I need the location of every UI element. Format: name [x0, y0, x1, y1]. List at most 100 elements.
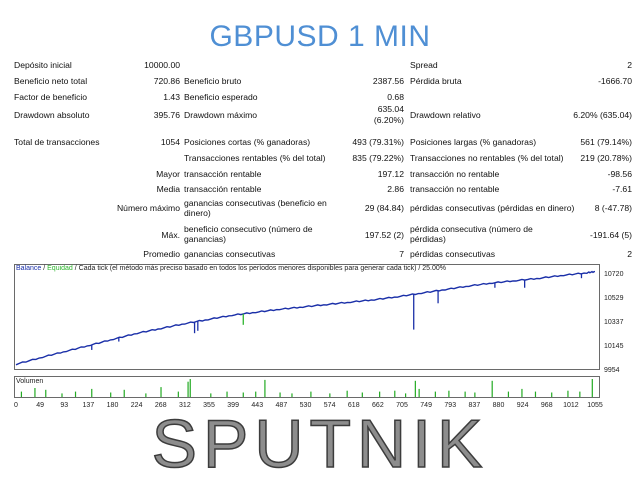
x-tick-label: 355: [203, 402, 215, 409]
x-tick-label: 530: [299, 402, 312, 409]
maximal-cons-loss-value: -191.64 (5): [589, 230, 632, 240]
spread-label: Spread: [410, 60, 438, 70]
largest-profit-label: transacción rentable: [184, 169, 262, 179]
volume-bar: [361, 392, 363, 397]
page-title: GBPUSD 1 MIN: [209, 20, 431, 53]
volume-bar: [329, 393, 331, 397]
x-tick-label: 49: [36, 402, 45, 409]
x-tick-label: 487: [275, 402, 288, 409]
x-tick-label: 793: [444, 402, 457, 409]
volume-bar: [291, 393, 293, 397]
x-tick-label: 662: [372, 402, 384, 409]
rel-dd-value: 6.20% (635.04): [573, 110, 632, 120]
avg-cons-losses-label: pérdidas consecutivas: [410, 249, 496, 259]
volume-bar: [346, 390, 348, 397]
volume-bar: [255, 391, 257, 397]
volume-bar: [91, 388, 93, 397]
volume-bar: [405, 393, 407, 397]
y-tick-label: 9954: [604, 367, 620, 374]
balance-chart: [15, 270, 596, 366]
x-tick-label: 224: [130, 402, 143, 409]
volume-bar: [394, 390, 396, 397]
volume-bar: [434, 391, 436, 397]
volume-bar: [210, 393, 212, 397]
x-tick-label: 924: [516, 402, 529, 409]
x-tick-label: 399: [227, 402, 239, 409]
largest-loss-value: -98.56: [607, 169, 632, 179]
volume-bar: [379, 391, 381, 397]
loss-trades-label: Transacciones no rentables (% del total): [410, 153, 564, 163]
legend-balance: Balance: [16, 265, 42, 272]
x-tick-label: 880: [492, 402, 505, 409]
max-cons-losses-value: 8 (-47.78): [594, 203, 632, 213]
x-tick-label: 1012: [563, 402, 579, 409]
volume-bar: [491, 380, 493, 397]
maximal-cons-profit-value: 197.52 (2): [364, 230, 404, 240]
volume-bar: [534, 391, 537, 397]
x-tick-label: 968: [540, 402, 553, 409]
y-tick-label: 10529: [604, 295, 624, 302]
legend-description: / Cada tick (el método más preciso basad…: [72, 265, 446, 272]
volume-bar: [242, 392, 244, 397]
x-tick-label: 574: [323, 402, 336, 409]
long-value: 561 (79.14%): [580, 137, 632, 147]
chart-legend: Balance / Equidad / Cada tick (el método…: [16, 265, 446, 272]
legend-separator: /: [41, 265, 48, 272]
x-tick-label: 137: [82, 402, 95, 409]
y-tick-label: 10337: [604, 319, 624, 326]
largest-loss-label: transacción no rentable: [410, 169, 500, 179]
average-loss-label: transacción no rentable: [410, 184, 500, 194]
average-loss-value: -7.61: [612, 184, 632, 194]
max-dd-value-amount: 635.04: [377, 104, 404, 114]
volume-bar: [187, 381, 189, 397]
max-cons-wins-label: ganancias consecutivas (beneficio en din…: [184, 198, 327, 218]
volume-bar: [567, 390, 569, 397]
avg-cons-losses-value: 2: [627, 249, 632, 259]
short-value: 493 (79.31%): [352, 137, 404, 147]
gross-loss-value: -1666.70: [598, 76, 632, 86]
x-tick-label: 268: [154, 402, 167, 409]
long-label: Posiciones largas (% ganadoras): [410, 137, 537, 147]
max-label: Número máximo: [116, 203, 180, 213]
volume-bar: [448, 390, 450, 397]
volume-bar: [20, 391, 23, 397]
rel-dd-label: Drawdown relativo: [410, 110, 481, 120]
volume-bar: [74, 391, 77, 397]
profit-factor-label: Factor de beneficio: [14, 92, 88, 102]
x-tick-label: 618: [347, 402, 360, 409]
avg-label: Promedio: [143, 249, 180, 259]
max-cons-losses-label: pérdidas consecutivas (pérdidas en diner…: [410, 203, 575, 213]
y-tick-label: 10145: [604, 343, 624, 350]
volume-chart: [20, 379, 593, 397]
net-profit-label: Beneficio neto total: [14, 76, 88, 86]
net-profit-value: 720.86: [153, 76, 180, 86]
volume-bar: [418, 388, 420, 397]
profit-factor-value: 1.43: [163, 92, 180, 102]
volume-bar: [579, 391, 581, 397]
max-dd-value-percent: (6.20%): [373, 115, 404, 125]
avg-cons-wins-label: ganancias consecutivas: [184, 249, 276, 259]
short-label: Posiciones cortas (% ganadoras): [184, 137, 311, 147]
total-trades-label: Total de transacciones: [14, 137, 100, 147]
x-tick-label: 705: [396, 402, 408, 409]
average-profit-label: transacción rentable: [184, 184, 262, 194]
volume-bar: [34, 388, 36, 397]
volume-bar: [264, 379, 266, 397]
volume-bar: [310, 391, 312, 397]
x-tick-label: 312: [179, 402, 191, 409]
max-dd-label: Drawdown máximo: [184, 110, 258, 120]
x-tick-label: 749: [420, 402, 432, 409]
volume-bar: [160, 387, 162, 397]
x-tick-label: 0: [14, 402, 18, 409]
average-label: Media: [156, 184, 180, 194]
x-tick-label: 443: [251, 402, 264, 409]
brand-watermark: SPUTNIK: [151, 406, 489, 482]
x-tick-label: 180: [106, 402, 119, 409]
volume-bar: [226, 391, 228, 397]
balance-line: [15, 270, 596, 366]
volume-bar: [591, 379, 593, 397]
maximal-cons-profit-label: beneficio consecutivo (número de gananci…: [184, 224, 313, 244]
legend-equity: Equidad: [47, 265, 73, 272]
volume-bar: [279, 392, 281, 397]
volume-bar: [145, 393, 147, 397]
